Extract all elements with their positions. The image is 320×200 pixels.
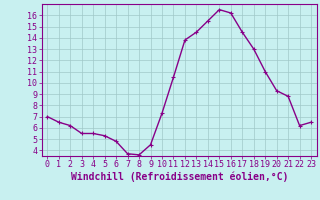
X-axis label: Windchill (Refroidissement éolien,°C): Windchill (Refroidissement éolien,°C) <box>70 172 288 182</box>
